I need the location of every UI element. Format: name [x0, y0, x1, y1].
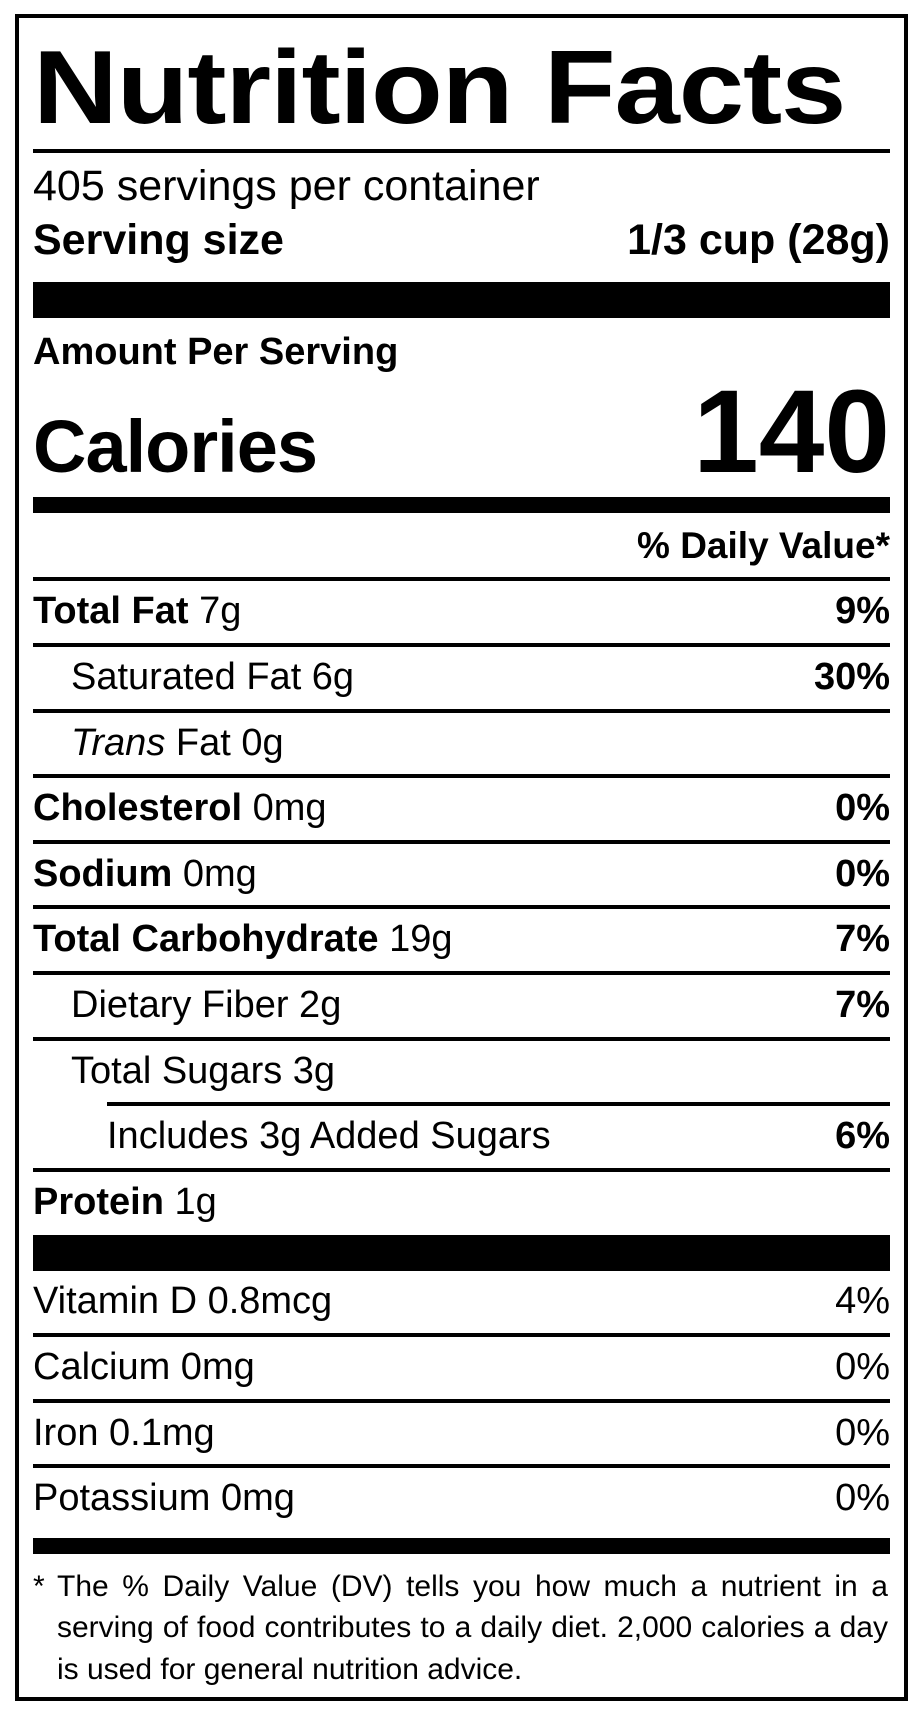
- nutrient-name-part: Potassium 0mg: [33, 1477, 295, 1520]
- calories-row: Calories 140: [33, 365, 890, 498]
- nutrient-name-part: 0mg: [182, 852, 257, 895]
- nutrition-facts-label: Nutrition Facts 405 servings per contain…: [15, 14, 908, 1701]
- daily-value-percent: 0%: [835, 787, 890, 830]
- nutrient-name-part: Cholesterol: [33, 787, 243, 830]
- daily-value-header: % Daily Value*: [637, 525, 890, 567]
- nutrient-label: Trans Fat 0g: [33, 721, 284, 767]
- footnote: * The % Daily Value (DV) tells you how m…: [33, 1566, 890, 1690]
- nutrient-name-part: Fat 0g: [175, 721, 284, 764]
- nutrient-label: Total Fat 7g: [33, 589, 241, 635]
- nutrient-label: Sodium 0mg: [33, 852, 257, 898]
- serving-size-value: 1/3 cup (28g): [627, 215, 890, 264]
- nutrient-name-part: Dietary Fiber 2g: [71, 983, 342, 1026]
- daily-value-percent: 0%: [835, 1345, 890, 1388]
- nutrient-label: Potassium 0mg: [33, 1476, 295, 1522]
- nutrient-label: Includes 3g Added Sugars: [33, 1114, 551, 1160]
- header-divider: [33, 577, 890, 582]
- nutrient-name-part: Saturated Fat 6g: [71, 656, 355, 699]
- nutrient-row: Dietary Fiber 2g 7%: [33, 975, 890, 1037]
- nutrient-row: Cholesterol 0mg 0%: [33, 778, 890, 840]
- nutrient-rows-section: Total Fat 7g 9% Saturated Fat 6g 30% Trans F…: [33, 581, 890, 1233]
- calories-label: Calories: [33, 404, 318, 488]
- nutrient-name-part: Total Fat: [33, 590, 189, 633]
- nutrient-label: Iron 0.1mg: [33, 1411, 215, 1457]
- nutrient-label: Saturated Fat 6g: [33, 655, 354, 701]
- thick-separator-bar: [33, 1235, 890, 1272]
- nutrient-row: Trans Fat 0g: [33, 713, 890, 775]
- vitamin-row: Calcium 0mg 0%: [33, 1337, 890, 1399]
- medium-separator-bar: [33, 1537, 890, 1554]
- nutrient-label: Dietary Fiber 2g: [33, 983, 341, 1029]
- nutrient-row: Includes 3g Added Sugars 6%: [33, 1106, 890, 1168]
- vitamin-rows-section: Vitamin D 0.8mcg 4% Calcium 0mg 0% Iron 0.1m…: [33, 1271, 890, 1529]
- nutrient-label: Total Carbohydrate 19g: [33, 917, 453, 963]
- row-divider: [33, 1464, 890, 1469]
- row-divider: [33, 1167, 890, 1172]
- daily-value-percent: 7%: [835, 918, 890, 961]
- medium-separator-bar: [33, 497, 890, 514]
- row-divider: [33, 905, 890, 910]
- nutrient-name-part: Total Carbohydrate: [33, 918, 379, 961]
- nutrient-name-part: Iron 0.1mg: [33, 1411, 215, 1454]
- nutrient-label: Total Sugars 3g: [33, 1049, 335, 1095]
- daily-value-percent: 0%: [835, 1411, 890, 1454]
- title-divider: [33, 149, 890, 154]
- row-divider: [33, 970, 890, 975]
- row-divider: [33, 774, 890, 779]
- daily-value-percent: 30%: [813, 656, 890, 699]
- nutrient-row: Total Fat 7g 9%: [33, 581, 890, 643]
- thick-separator-bar: [33, 282, 890, 319]
- nutrient-row: Total Carbohydrate 19g 7%: [33, 909, 890, 971]
- nutrient-label: Protein 1g: [33, 1180, 217, 1226]
- daily-value-percent: 4%: [835, 1280, 890, 1323]
- daily-value-percent: 6%: [835, 1115, 890, 1158]
- nutrient-name-part: Vitamin D 0.8mcg: [33, 1280, 333, 1323]
- amount-per-serving-label: Amount Per Serving: [33, 331, 399, 374]
- nutrient-name-part: Sodium: [33, 852, 173, 895]
- nutrient-row: Saturated Fat 6g 30%: [33, 647, 890, 709]
- daily-value-percent: 9%: [835, 590, 890, 633]
- row-divider: [107, 1102, 890, 1107]
- daily-value-percent: 0%: [835, 852, 890, 895]
- footnote-asterisk: *: [33, 1569, 45, 1603]
- nutrient-label: Cholesterol 0mg: [33, 786, 327, 832]
- nutrient-row: Sodium 0mg 0%: [33, 844, 890, 906]
- nutrient-name-part: Includes 3g Added Sugars: [107, 1115, 551, 1158]
- nutrient-name-part: 19g: [389, 918, 453, 961]
- servings-per-container: 405 servings per container: [33, 162, 540, 211]
- daily-value-percent: 7%: [835, 983, 890, 1026]
- nutrient-name-part: 1g: [174, 1180, 217, 1223]
- nutrient-label: Calcium 0mg: [33, 1345, 255, 1391]
- nutrient-name-part: Protein: [33, 1180, 164, 1223]
- row-divider: [33, 839, 890, 844]
- nutrient-label: Vitamin D 0.8mcg: [33, 1279, 332, 1325]
- nutrient-name-part: 7g: [199, 590, 242, 633]
- serving-size-label: Serving size: [33, 215, 284, 264]
- row-divider: [33, 1036, 890, 1041]
- row-divider: [33, 1332, 890, 1337]
- row-divider: [33, 1398, 890, 1403]
- row-divider: [33, 708, 890, 713]
- nutrient-name-part: Trans: [71, 721, 166, 764]
- row-divider: [33, 643, 890, 648]
- nutrient-name-part: 0mg: [252, 787, 327, 830]
- vitamin-row: Vitamin D 0.8mcg 4%: [33, 1271, 890, 1333]
- vitamin-row: Iron 0.1mg 0%: [33, 1403, 890, 1465]
- nutrient-row: Protein 1g: [33, 1172, 890, 1234]
- label-title: Nutrition Facts: [33, 30, 846, 146]
- calories-value: 140: [693, 365, 890, 498]
- nutrient-name-part: Calcium 0mg: [33, 1345, 255, 1388]
- footnote-text: The % Daily Value (DV) tells you how muc…: [57, 1569, 888, 1686]
- daily-value-percent: 0%: [835, 1477, 890, 1520]
- serving-size-row: Serving size 1/3 cup (28g): [33, 215, 890, 267]
- nutrient-row: Total Sugars 3g: [33, 1041, 890, 1103]
- nutrient-name-part: Total Sugars 3g: [71, 1049, 336, 1092]
- vitamin-row: Potassium 0mg 0%: [33, 1468, 890, 1530]
